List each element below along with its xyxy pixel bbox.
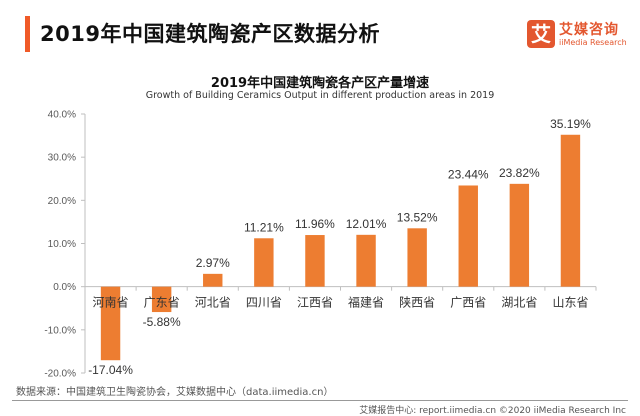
data-label: 11.96% (295, 217, 335, 231)
bar (305, 235, 325, 287)
data-label: 12.01% (346, 217, 387, 231)
bar (509, 183, 530, 287)
data-label: 35.19% (550, 117, 591, 131)
x-tick-label: 河南省 (93, 295, 129, 310)
x-tick-label: 江西省 (297, 296, 333, 310)
data-label: 13.52% (397, 210, 438, 224)
page-title: 2019年中国建筑陶瓷产区数据分析 (40, 22, 380, 46)
data-source-note: 数据来源：中国建筑卫生陶瓷协会，艾媒数据中心（data.iimedia.cn） (16, 387, 334, 398)
x-tick-label: 陕西省 (399, 295, 435, 310)
bar (407, 228, 427, 287)
y-tick-label: 30.0% (48, 153, 76, 164)
x-tick-label: 广西省 (450, 296, 486, 310)
bar (458, 185, 478, 287)
data-label: 23.44% (448, 167, 489, 181)
bar (203, 273, 223, 287)
y-tick-label: 10.0% (48, 239, 76, 250)
data-label: 11.21% (244, 220, 284, 234)
x-tick-label: 河北省 (195, 296, 231, 310)
bar (254, 238, 274, 287)
logo-name-cn: 艾媒咨询 (559, 22, 619, 38)
footer-copyright: 艾媒报告中心: report.iimedia.cn ©2020 iiMedia … (359, 406, 626, 416)
chart-title: 2019年中国建筑陶瓷各产区产量增速 (210, 76, 430, 91)
logo-icon: 艾 (527, 20, 555, 48)
y-tick-label: -20.0% (44, 369, 76, 380)
x-tick-label: 福建省 (348, 295, 384, 310)
title-accent-bar (25, 16, 30, 52)
y-tick-label: 20.0% (48, 196, 76, 207)
iimedia-logo: 艾 艾媒咨询 iiMedia Research (527, 17, 637, 53)
bar (356, 234, 376, 287)
data-label: 23.82% (499, 166, 540, 180)
bar (560, 134, 581, 287)
bar (151, 286, 172, 313)
x-tick-label: 广东省 (144, 296, 180, 310)
y-tick-label: -10.0% (44, 325, 76, 336)
logo-name-en: iiMedia Research (559, 38, 627, 47)
footer-divider (12, 400, 628, 401)
y-tick-label: 0.0% (53, 282, 76, 293)
bar (100, 286, 121, 361)
x-tick-label: 湖北省 (501, 295, 537, 310)
data-label: 2.97% (196, 256, 230, 270)
data-label: -5.88% (143, 315, 181, 329)
x-tick-label: 山东省 (552, 296, 588, 310)
y-tick-label: 40.0% (48, 110, 76, 121)
chart-subtitle: Growth of Building Ceramics Output in di… (145, 90, 495, 101)
x-tick-label: 四川省 (246, 296, 282, 310)
data-label: -17.04% (88, 363, 133, 377)
